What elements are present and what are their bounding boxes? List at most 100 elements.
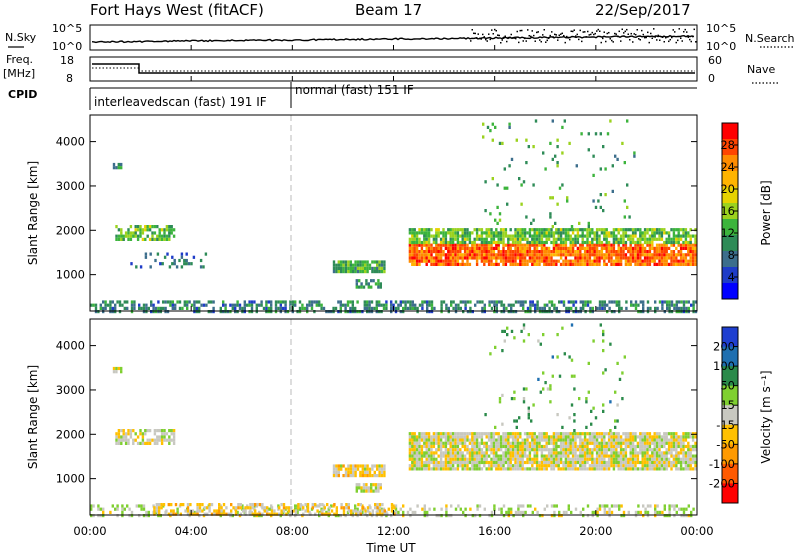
heatmap-cell-r1	[206, 512, 209, 516]
heatmap-cell-r6	[684, 438, 688, 442]
heatmap-cell-r7	[499, 237, 503, 241]
xtick-label: 20:00	[579, 524, 612, 538]
heatmap-cell-r2	[115, 237, 118, 241]
heatmap-cell-r0	[440, 306, 443, 310]
heatmap-cell-r6	[655, 256, 659, 260]
heatmap-cell-r6	[617, 253, 620, 257]
heatmap-cell-r6	[615, 448, 618, 452]
heatmap-cell-r6	[679, 253, 683, 257]
heatmap-cell-r6	[639, 432, 642, 436]
heatmap-cell-r0	[270, 300, 273, 304]
heatmap-cell-r6	[547, 448, 551, 452]
nsearch-point	[563, 34, 565, 37]
heatmap-cell-r7	[540, 237, 544, 241]
heatmap-cell-r6	[413, 438, 416, 442]
heatmap-cell-r6	[694, 253, 697, 257]
heatmap-cell-r6	[607, 441, 611, 445]
power-ylabel: Slant Range [km]	[26, 161, 40, 265]
heatmap-cell-r6	[545, 460, 548, 465]
nsearch-point	[608, 31, 610, 34]
heatmap-cell-r6	[504, 435, 508, 439]
heatmap-cell-r6	[651, 438, 654, 442]
heatmap-cell-r6	[552, 246, 556, 250]
heatmap-cell-r6	[574, 467, 577, 471]
heatmap-cell-r0	[186, 300, 189, 304]
heatmap-cell-r6	[571, 460, 575, 465]
heatmap-cell-r2	[170, 228, 173, 232]
nsearch-point	[504, 35, 506, 38]
heatmap-cell-r3	[148, 438, 152, 442]
heatmap-cell-r6	[607, 467, 611, 471]
nave-tick-top: 60	[708, 54, 722, 67]
heatmap-cell-r6	[521, 460, 524, 465]
heatmap-cell-r6	[600, 253, 604, 257]
heatmap-cell-r6	[463, 438, 467, 442]
heatmap-cell-r7	[418, 240, 421, 245]
heatmap-cell-r0	[603, 507, 606, 511]
heatmap-cell-r6	[670, 460, 673, 465]
heatmap-cell-r1	[328, 506, 331, 510]
heatmap-cell-r0	[464, 514, 467, 518]
heatmap-cell-r4	[359, 260, 362, 264]
heatmap-cell-r6	[545, 432, 548, 436]
heatmap-cell-r0	[337, 300, 340, 304]
heatmap-cell-r6	[495, 444, 498, 449]
heatmap-cell-r7	[591, 237, 594, 241]
heatmap-cell-r6	[543, 243, 546, 247]
heatmap-cell-r6	[415, 441, 419, 445]
heatmap-cell-r6	[655, 457, 659, 461]
heatmap-cell-r0	[582, 514, 585, 518]
heatmap-cell-r1	[167, 503, 170, 507]
heatmap-cell-r6	[540, 432, 544, 436]
heatmap-cell-r6	[603, 438, 606, 442]
heatmap-cell-r1	[222, 512, 226, 516]
heatmap-cell-r7	[456, 240, 460, 245]
heatmap-cell-r6	[461, 432, 464, 436]
heatmap-cell-r0	[258, 510, 261, 514]
nsearch-point	[521, 29, 523, 32]
heatmap-cell-r6	[559, 256, 563, 260]
heatmap-cell-r6	[478, 256, 481, 260]
heatmap-cell-r4	[349, 474, 352, 478]
heatmap-cell-r0	[457, 306, 460, 310]
heatmap-cell-r7	[456, 237, 460, 241]
heatmap-cell-r0	[356, 510, 359, 514]
heatmap-cell-r7	[485, 231, 488, 235]
heatmap-cell-r6	[631, 454, 635, 458]
heatmap-cell-r2	[112, 370, 116, 374]
heatmap-cell-r7	[634, 234, 637, 238]
heatmap-cell-r6	[483, 432, 486, 436]
heatmap-cell-r6	[615, 253, 618, 257]
heatmap-cell-r1	[220, 506, 223, 510]
heatmap-cell-r6	[418, 454, 421, 458]
heatmap-cell-r0	[102, 310, 105, 314]
heatmap-cell-r1	[220, 509, 223, 513]
heatmap-cell-r4	[335, 464, 338, 468]
heatmap-cell-r7	[658, 228, 661, 232]
heatmap-cell-r6	[583, 259, 587, 263]
heatmap-cell-r7	[564, 234, 568, 238]
heatmap-cell-r6	[415, 454, 419, 458]
heatmap-cell-r6	[643, 250, 647, 254]
heatmap-cell-r6	[641, 464, 644, 468]
heatmap-cell-r0	[277, 504, 280, 508]
heatmap-cell-r6	[603, 467, 606, 471]
heatmap-cell-r0	[634, 510, 638, 514]
heatmap-cell-r1	[165, 509, 168, 513]
heatmap-cell-r6	[627, 262, 630, 266]
heatmap-cell-r0	[114, 507, 117, 511]
heatmap-cell-r6	[461, 460, 464, 465]
heatmap-cell-r6	[473, 432, 476, 436]
heatmap-cell-r7	[617, 228, 620, 232]
heatmap-cell-r0	[618, 507, 621, 511]
heatmap-cell-r6	[627, 259, 630, 263]
heatmap-cell-r4	[332, 467, 336, 471]
heatmap-cell-r6	[547, 441, 551, 445]
heatmap-cell-r6	[507, 250, 510, 254]
heatmap-cell-r6	[694, 435, 697, 439]
heatmap-cell-r1	[261, 506, 264, 510]
heatmap-cell-r6	[600, 444, 604, 449]
heatmap-cell-r0	[519, 300, 522, 304]
heatmap-cell-r4	[366, 470, 369, 474]
heatmap-cell-r0	[478, 514, 482, 518]
